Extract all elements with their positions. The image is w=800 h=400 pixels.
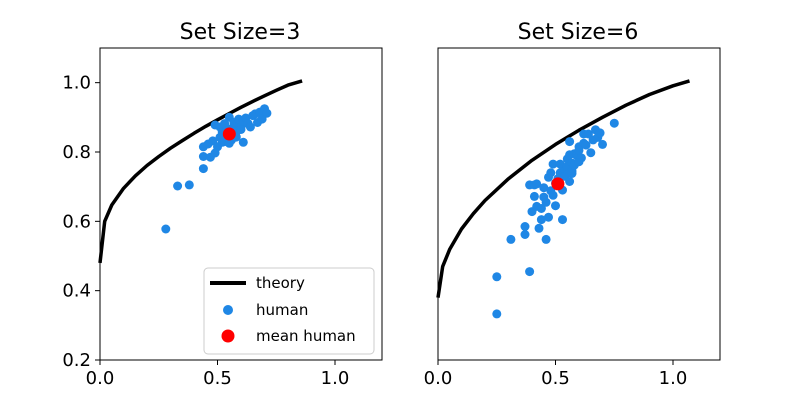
plot-frame [99,47,383,361]
human-point [565,137,575,147]
human-point [198,152,208,161]
y-tick-label: 0.2 [62,350,91,371]
theory-line [436,79,690,298]
human-point [544,212,553,222]
human-point [574,145,584,155]
human-point [161,224,171,234]
y-tick-label: 1.0 [62,73,91,94]
legend-mean-human-swatch [221,329,235,343]
y-tick-label: 0.8 [62,142,91,163]
human-point [586,148,596,158]
human-point [558,215,567,225]
human-point [609,118,619,128]
legend-human-swatch [223,305,233,315]
human-point [236,125,246,134]
human-point [548,190,558,200]
human-point [536,204,546,213]
human-point [529,191,539,201]
human-point [520,230,530,239]
human-point [541,197,551,207]
x-tick-label: 0.5 [203,368,232,389]
human-point [539,183,549,193]
plot-frame [437,47,721,361]
mean-human-point [222,127,236,141]
human-point [536,215,546,225]
human-point [262,108,272,118]
human-point [576,153,586,163]
human-point [184,180,194,190]
human-point [534,223,544,233]
legend-theory-label: theory [256,274,305,292]
y-tick-label: 0.6 [62,211,91,232]
human-point [173,181,183,191]
human-point [532,179,542,189]
y-tick-label: 0.4 [62,281,91,302]
x-tick-label: 1.0 [659,368,688,389]
legend-mean-human-label: mean human [256,327,356,345]
human-point [548,159,558,169]
human-point [198,164,208,174]
mean-human-point [551,177,565,191]
human-point [567,169,577,178]
x-tick-label: 1.0 [321,368,350,389]
human-point [492,272,502,282]
theory-line [98,79,303,264]
legend: theory human mean human [203,267,375,355]
x-tick-label: 0.0 [424,368,453,389]
subplot-set-size-6: Set Size=6 0.0 0.5 1.0 [424,20,721,389]
x-tick-label: 0.5 [541,368,570,389]
human-point [520,222,530,231]
human-point [238,137,248,147]
human-point [565,177,575,186]
human-point [546,168,556,178]
human-point [581,140,591,150]
human-point [598,139,607,149]
subplot-set-size-3: Set Size=3 0.0 0.5 1.0 0.2 0.4 0.6 0.8 1.0 theo… [62,20,383,389]
human-point [224,138,234,148]
human-point [525,267,535,277]
legend-box [203,267,375,355]
human-point [506,234,516,244]
human-point [595,128,605,138]
subplot-title: Set Size=6 [518,20,639,45]
human-point [541,234,551,244]
human-point [551,201,560,211]
human-point [492,309,502,319]
subplot-title: Set Size=3 [180,20,301,45]
legend-human-label: human [256,301,308,319]
x-tick-label: 0.0 [86,368,115,389]
human-point [245,122,255,132]
